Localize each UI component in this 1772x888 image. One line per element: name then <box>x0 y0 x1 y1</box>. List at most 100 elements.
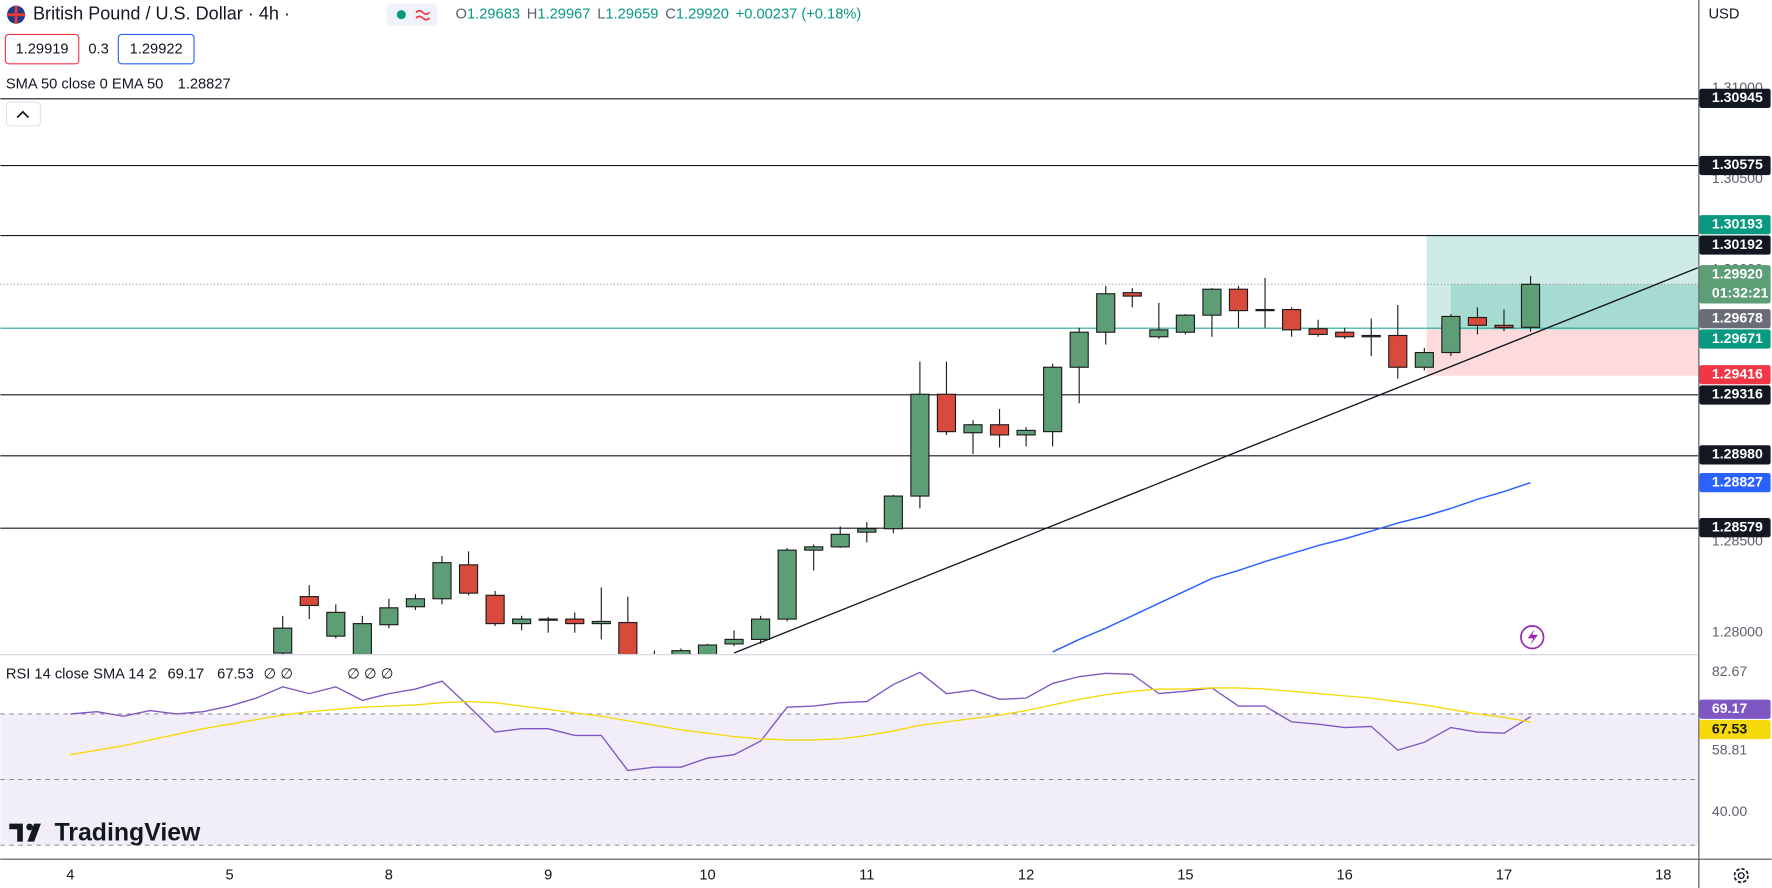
candle-up <box>1096 293 1116 333</box>
candle-down <box>1494 324 1514 329</box>
candle-down <box>618 621 638 655</box>
candle-up <box>910 393 930 497</box>
price-badge <box>1699 265 1771 304</box>
candle-up <box>512 618 532 625</box>
ask-price: 1.29922 <box>130 42 183 58</box>
ohlc-value: 1.29659 <box>605 7 658 23</box>
price-badge-label: 1.30192 <box>1712 236 1763 252</box>
x-tick-label: 18 <box>1655 867 1671 883</box>
rsi-extra: ∅ ∅ ∅ <box>347 666 394 682</box>
candle-up <box>724 638 744 645</box>
x-tick-label: 12 <box>1018 867 1034 883</box>
candle-down <box>1122 292 1142 297</box>
price-badge <box>1699 473 1771 493</box>
x-tick-label: 5 <box>226 867 234 883</box>
price-badge-label: 69.17 <box>1712 700 1747 716</box>
candle-up <box>379 607 399 626</box>
currency[interactable]: USD <box>1708 7 1739 23</box>
ohlc-label: L <box>597 7 605 23</box>
rsi-sma-value: 67.53 <box>217 666 254 682</box>
price-badge <box>1699 699 1771 719</box>
symbol-title: British Pound / U.S. Dollar · 4h · <box>33 3 290 23</box>
ohlc-value: 1.29920 <box>676 7 729 23</box>
rsi-value: 69.17 <box>167 666 204 682</box>
rsi-line <box>70 671 1531 772</box>
y-tick-label: 40.00 <box>1712 803 1747 819</box>
candle-down <box>485 594 505 625</box>
candle-up <box>804 546 824 551</box>
price-badge-label: 1.30575 <box>1712 156 1763 172</box>
stop-zone <box>1426 329 1699 376</box>
candle-down <box>1281 308 1302 331</box>
flag-cross <box>7 5 26 24</box>
logo: TradingView <box>9 819 201 846</box>
spread: 0.3 <box>88 42 108 58</box>
candle-down <box>565 618 585 625</box>
x-tick-label: 10 <box>699 867 715 883</box>
rsi-pane <box>0 671 1699 846</box>
candle-up <box>1016 429 1036 436</box>
candle-up <box>432 562 452 600</box>
price-badge-label: 67.53 <box>1712 720 1747 736</box>
logo-mark <box>9 823 41 842</box>
candle-up <box>671 650 691 655</box>
candle-up <box>963 424 983 434</box>
x-tick-label: 17 <box>1496 867 1512 883</box>
trendline <box>733 267 1699 654</box>
candle-up <box>883 495 903 530</box>
ohlc-value: 1.29683 <box>467 7 520 23</box>
y-tick-label: 1.28000 <box>1712 623 1763 639</box>
price-badge-label: 1.30193 <box>1712 215 1763 231</box>
candle-up <box>857 528 877 533</box>
candle-up <box>1069 331 1089 368</box>
price-badge <box>1699 518 1771 538</box>
candle-up <box>1520 283 1541 328</box>
price-badge-label: 1.29671 <box>1712 330 1763 346</box>
candle-up <box>1202 288 1222 316</box>
alert-icon[interactable] <box>1520 625 1545 650</box>
candle-up <box>1361 334 1381 338</box>
price-badge-label: 1.28980 <box>1712 446 1763 462</box>
candle-up <box>405 598 426 608</box>
candle-down <box>458 564 479 594</box>
candle-up <box>591 620 611 625</box>
settings-icon[interactable] <box>1733 867 1749 884</box>
price-badge-label: 1.29416 <box>1712 365 1763 381</box>
candle-up <box>1414 351 1434 368</box>
ema-line <box>1052 481 1531 653</box>
candle-up <box>1175 314 1195 333</box>
ohlc-label: O <box>456 7 467 23</box>
price-badge-label: 1.29920 <box>1712 265 1763 281</box>
x-tick-label: 8 <box>385 867 393 883</box>
sell-button[interactable] <box>4 33 80 65</box>
candle-down <box>936 393 957 433</box>
bid-price: 1.29919 <box>16 42 69 58</box>
price-badge <box>1699 445 1771 465</box>
price-badge <box>1699 309 1771 329</box>
candle-up <box>830 533 850 548</box>
rsi-title: RSI 14 close SMA 14 2 <box>6 666 157 682</box>
candle-down <box>989 424 1010 436</box>
x-tick-label: 16 <box>1337 867 1353 883</box>
indicator-legend: SMA 50 close 0 EMA 50 <box>6 77 163 93</box>
status-dot <box>396 10 406 20</box>
candle-up <box>1255 308 1275 312</box>
ohlc: O1.29683 H1.29967 L1.29659 C1.29920 +0.00237… <box>456 7 862 23</box>
indicator-value: 1.28827 <box>178 77 231 93</box>
lightning <box>1527 629 1538 646</box>
candle-down <box>1388 334 1408 368</box>
x-tick-label: 9 <box>544 867 552 883</box>
collapse-button[interactable] <box>5 101 41 127</box>
buy-button[interactable] <box>117 33 195 65</box>
price-badge <box>1699 88 1771 108</box>
status-wave <box>415 9 431 21</box>
axes: 1.310001.305001.300001.285001.2800045891… <box>66 79 1771 883</box>
x-tick-label: 4 <box>66 867 74 883</box>
ohlc-value: 1.29967 <box>537 7 590 23</box>
price-badge-label: 1.29316 <box>1712 386 1763 402</box>
rsi-legend: RSI 14 close SMA 14 2 69.17 67.53 ∅ ∅ ∅ … <box>6 666 394 682</box>
price-badge-label: 1.30945 <box>1712 89 1763 105</box>
candle-up <box>777 549 797 620</box>
market-status[interactable] <box>386 3 438 26</box>
